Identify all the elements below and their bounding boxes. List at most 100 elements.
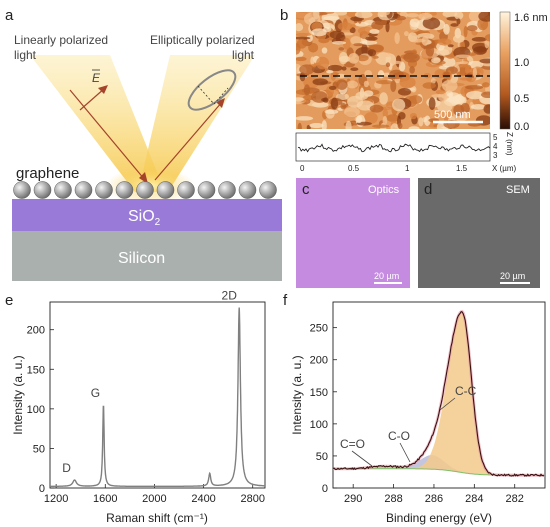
afm-grain (337, 21, 353, 31)
afm-grain (341, 66, 347, 71)
graphene-atom (259, 181, 277, 199)
afm-grain (326, 69, 334, 74)
graphene-atom (95, 181, 113, 199)
polarization-ellipse (187, 69, 237, 111)
afm-grain (336, 73, 346, 79)
xps-label-cc: C-C (455, 384, 477, 398)
panel-c-label: c (302, 181, 310, 198)
xps-xtick-label: 282 (506, 493, 524, 505)
profile-frame (295, 132, 491, 162)
xps-xtick-label: 290 (344, 493, 362, 505)
afm-grain (397, 122, 403, 129)
xps-xlabel: Binding energy (eV) (386, 511, 492, 525)
afm-grain (481, 91, 490, 99)
afm-grain (435, 89, 446, 95)
afm-grain (447, 44, 454, 48)
afm-grain (336, 79, 348, 90)
xps-ylabel: Intensity (a. u.) (290, 355, 304, 434)
afm-grain (372, 55, 379, 59)
afm-texture (296, 12, 490, 129)
reflected-label-line1: Elliptically polarized (150, 33, 255, 47)
afm-grain (364, 112, 378, 124)
afm-grain (334, 12, 348, 16)
panel-a: a E Linearly polarized light Ellipticall… (5, 7, 282, 281)
graphene-atom (13, 181, 31, 199)
afm-grain (327, 64, 343, 72)
profile-xtick-0: 0 (300, 164, 305, 173)
afm-grain (437, 101, 453, 113)
afm-grain (296, 36, 311, 40)
graphene-atom (197, 181, 216, 199)
sem-image (418, 178, 540, 288)
afm-grain (398, 61, 406, 72)
graphene-atom (33, 181, 52, 199)
sem-title: SEM (506, 184, 530, 196)
afm-grain (316, 56, 330, 70)
afm-grain (410, 86, 417, 93)
incident-label-line1: Linearly polarized (14, 33, 108, 47)
afm-grain (409, 112, 417, 120)
afm-grain (338, 47, 345, 51)
afm-grain (385, 21, 390, 33)
afm-grain (382, 115, 388, 126)
xps-ytick-label: 200 (310, 355, 328, 367)
afm-grain (372, 124, 390, 128)
panel-e: e 1200 1600 2000 2400 2800 0 50 100 150 200 Raman… (5, 289, 266, 525)
afm-grain (442, 12, 458, 18)
afm-grain (332, 40, 347, 45)
afm-grain (484, 34, 490, 42)
afm-grain (459, 61, 469, 65)
xps-ytick-label: 50 (316, 451, 328, 463)
afm-grain (422, 82, 436, 89)
afm-grain (456, 18, 461, 25)
afm-grain (459, 77, 472, 81)
incident-label-line2: light (14, 48, 37, 62)
afm-grain (472, 67, 478, 79)
panel-f-label: f (283, 292, 288, 309)
raman-peak-label: D (62, 461, 71, 475)
afm-grain (442, 71, 451, 80)
afm-grain (443, 23, 450, 35)
afm-grain (296, 116, 314, 121)
afm-grain (308, 42, 319, 53)
afm-grain (479, 58, 490, 64)
profile-xlabel: X (µm) (492, 164, 516, 173)
xps-ytick-label: 0 (322, 483, 328, 495)
afm-grain (453, 104, 465, 117)
afm-grain (389, 60, 403, 65)
afm-grain (441, 56, 456, 68)
raman-peak-label: 2D (222, 289, 238, 303)
afm-grain (473, 46, 487, 55)
afm-grain (346, 80, 359, 89)
afm-grain (395, 15, 407, 21)
afm-grain (467, 52, 477, 56)
xps-ytick-label: 150 (310, 387, 328, 399)
afm-grain (328, 85, 337, 90)
raman-axes: 1200 1600 2000 2400 2800 0 50 100 150 200 (27, 325, 265, 505)
raman-xtick-label: 2800 (240, 493, 264, 505)
graphene-atom (156, 181, 175, 199)
panel-d-label: d (424, 181, 432, 198)
afm-grain (377, 70, 385, 79)
graphene-atom (218, 181, 236, 199)
afm-grain (448, 93, 453, 103)
afm-grain (323, 15, 340, 21)
optics-title: Optics (368, 184, 400, 196)
graphene-atom (238, 181, 257, 199)
afm-grain (350, 67, 359, 71)
afm-grain (311, 28, 327, 37)
xps-xtick-label: 288 (384, 493, 402, 505)
afm-grain (471, 37, 487, 42)
colorbar-tick-max: 1.6 nm (514, 12, 548, 24)
afm-grain (310, 56, 315, 66)
reflected-ray-arrowhead (216, 98, 225, 108)
afm-grain (345, 120, 352, 129)
afm-grain (392, 98, 406, 112)
raman-peak-label: G (91, 386, 100, 400)
afm-grain (365, 36, 378, 41)
afm-grain (380, 19, 388, 25)
xps-xtick-label: 286 (425, 493, 443, 505)
afm-grain (390, 123, 400, 129)
afm-grain (371, 20, 384, 31)
optics-image (296, 178, 410, 288)
